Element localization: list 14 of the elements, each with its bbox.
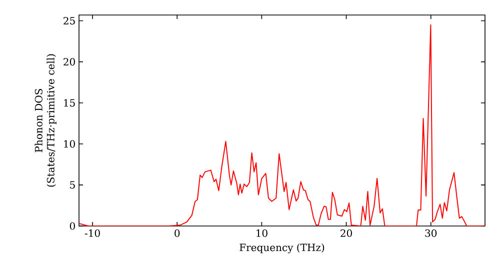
y-tick-label: 10 [64,140,75,148]
y-tick-label: 15 [64,99,75,107]
x-axis-title: Frequency (THz) [240,243,324,254]
y-tick-label: 25 [64,16,75,25]
x-tick-label: 10 [256,229,268,237]
y-axis-title: Phonon DOS (States/THz·primitive cell) [34,54,56,187]
x-tick-label: 20 [340,229,352,237]
y-tick-label: 20 [64,58,75,66]
x-tick-label: 30 [425,229,437,237]
y-tick-label: 0 [70,222,75,230]
x-tick-label: -10 [84,229,100,237]
line-series [79,24,486,226]
x-tick-label: 0 [174,229,180,237]
y-tick-label: 5 [70,181,75,189]
